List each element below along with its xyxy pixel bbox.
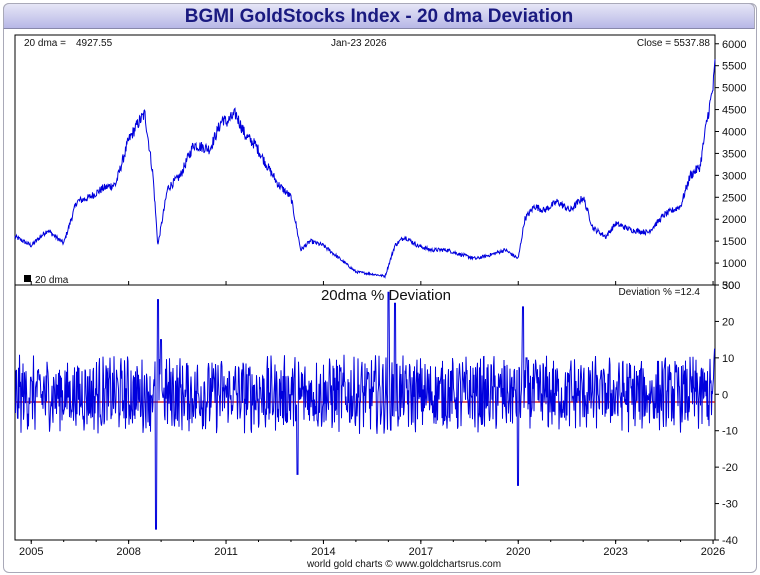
y-tick-label-bottom: 10 [722,353,734,365]
y-tick-label-bottom: -20 [722,462,738,474]
y-tick-label-top: 5500 [722,61,746,73]
y-tick-label-top: 4500 [722,105,746,117]
y-tick-label-top: 2500 [722,192,746,204]
y-tick-label-top: 4000 [722,126,746,138]
y-tick-label-top: 3000 [722,170,746,182]
y-tick-label-bottom: 30 [722,280,734,292]
legend-label: 20 dma [35,275,69,286]
y-tick-label-bottom: -10 [722,426,738,438]
close-label: Close = 5537.88 [637,38,711,49]
y-tick-label-bottom: 0 [722,389,728,401]
x-tick-label: 2026 [701,546,725,558]
date-label: Jan-23 2026 [331,38,387,49]
y-tick-label-top: 3500 [722,148,746,160]
x-tick-label: 2005 [19,546,43,558]
x-tick-label: 2008 [116,546,140,558]
y-tick-label-bottom: 20 [722,316,734,328]
y-tick-label-bottom: -40 [722,535,738,547]
footer-credit: world gold charts © www.goldchartsrus.co… [306,559,501,570]
dma-value: 4927.55 [76,38,113,49]
y-tick-label-top: 1000 [722,258,746,270]
y-tick-label-top: 5000 [722,83,746,95]
chart-title: BGMI GoldStocks Index - 20 dma Deviation [3,3,755,29]
price-series-line [14,59,716,279]
x-tick-label: 2014 [311,546,335,558]
x-tick-label: 2023 [603,546,627,558]
y-tick-label-top: 6000 [722,39,746,51]
price-plot-area [14,34,716,286]
x-tick-label: 2020 [506,546,530,558]
legend-swatch [24,275,31,282]
deviation-series-line [15,291,715,530]
ticks-layer: 500 1000 1500 2000 2500 3000 3500 4000 4500 5000 5… [19,39,746,558]
y-tick-label-bottom: -30 [722,499,738,511]
y-tick-label-top: 500 [722,280,740,292]
x-tick-label: 2017 [409,546,433,558]
y-tick-label-top: 2000 [722,214,746,226]
deviation-value-label: Deviation % =12.4 [619,287,701,298]
dma-label: 20 dma = [24,38,66,49]
y-tick-label-top: 1500 [722,236,746,248]
deviation-title: 20dma % Deviation [321,287,451,304]
x-tick-label: 2011 [214,546,238,558]
